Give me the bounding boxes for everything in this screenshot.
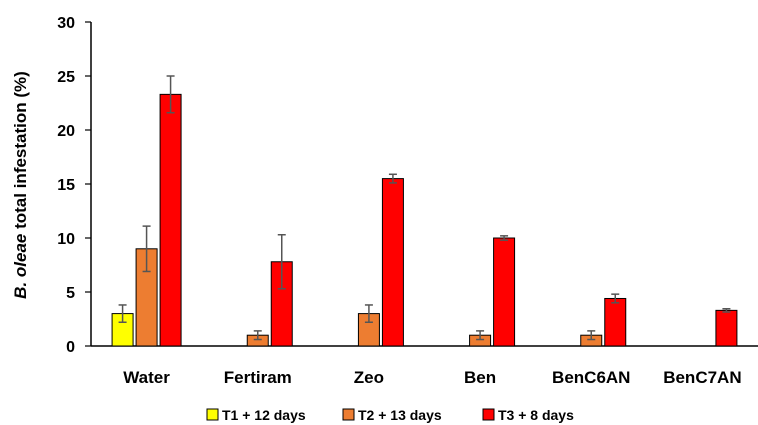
legend-swatch — [342, 408, 355, 421]
y-tick-label: 5 — [66, 285, 75, 302]
legend-label: T2 + 13 days — [358, 407, 442, 423]
bar — [604, 297, 627, 347]
bar — [715, 309, 738, 347]
x-category-label: BenC7AN — [663, 368, 741, 387]
legend-label: T1 + 12 days — [222, 407, 306, 423]
x-category-label: Ben — [464, 368, 496, 387]
x-category-label: Fertiram — [224, 368, 292, 387]
plot-area: 0 5 10 15 20 25 30 Water Fertiram Zeo Ben BenC6AN Be… — [57, 15, 758, 387]
legend-swatch — [206, 408, 219, 421]
y-tick-label: 15 — [57, 177, 75, 194]
y-tick-label: 0 — [66, 339, 75, 356]
legend-label: T3 + 8 days — [498, 407, 574, 423]
y-tick-label: 10 — [57, 231, 75, 248]
x-category-label: BenC6AN — [552, 368, 630, 387]
legend-swatch — [482, 408, 495, 421]
bar — [381, 178, 404, 347]
bar — [493, 237, 516, 347]
y-tick-label: 20 — [57, 123, 75, 140]
x-category-label: Zeo — [354, 368, 384, 387]
legend: T1 + 12 days T2 + 13 days T3 + 8 days — [206, 407, 574, 423]
y-tick-label: 25 — [57, 69, 75, 86]
y-axis-label: B. oleae total infestation (%) — [11, 71, 30, 299]
bar — [159, 93, 182, 347]
x-category-label: Water — [123, 368, 170, 387]
y-tick-label: 30 — [57, 15, 75, 32]
